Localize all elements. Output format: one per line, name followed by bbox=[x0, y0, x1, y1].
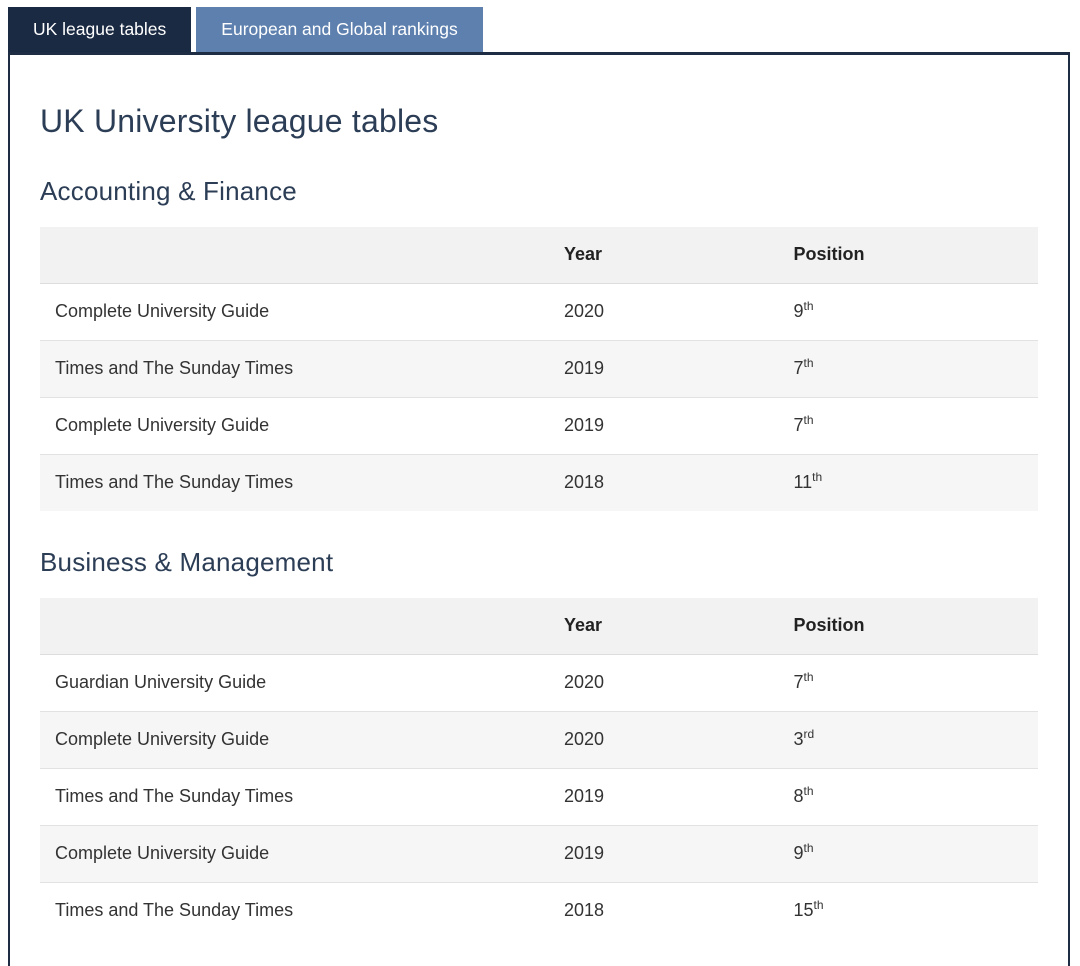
ranking-section: Business & Management Year Position Guar… bbox=[40, 547, 1038, 939]
section-heading: Business & Management bbox=[40, 547, 334, 577]
year-cell: 2020 bbox=[563, 283, 794, 341]
position-cell: 3rd bbox=[793, 711, 1038, 769]
position-value: 9 bbox=[793, 843, 804, 863]
column-header-source bbox=[40, 227, 564, 284]
position-value: 15 bbox=[793, 900, 814, 921]
position-ordinal-suffix: th bbox=[813, 898, 824, 913]
tab-bar: UK league tables European and Global ran… bbox=[0, 0, 1080, 52]
position-value: 7 bbox=[793, 672, 804, 692]
position-ordinal-suffix: th bbox=[803, 841, 814, 855]
position-cell: 9th bbox=[793, 825, 1038, 883]
tab-uk-league-tables[interactable]: UK league tables bbox=[8, 7, 192, 52]
section-heading: Accounting & Finance bbox=[40, 176, 297, 206]
table-row: Complete University Guide 2020 9th bbox=[40, 283, 1038, 341]
source-cell: Times and The Sunday Times bbox=[55, 900, 294, 921]
source-cell: Guardian University Guide bbox=[40, 654, 564, 712]
table-row: Times and The Sunday Times 2019 8th bbox=[40, 768, 1038, 826]
position-ordinal-suffix: th bbox=[803, 356, 814, 370]
position-cell: 7th bbox=[793, 654, 1038, 712]
table-row: Times and The Sunday Times 2019 7th bbox=[40, 340, 1038, 398]
position-cell: 9th bbox=[793, 283, 1038, 341]
table-row: Complete University Guide 2019 9th bbox=[40, 825, 1038, 883]
column-header-year: Year bbox=[563, 227, 794, 284]
position-value: 11 bbox=[793, 472, 813, 493]
position-value: 7 bbox=[793, 415, 804, 435]
sections-container: Accounting & Finance Year Position Compl… bbox=[40, 176, 1038, 939]
year-cell: 2019 bbox=[563, 768, 794, 826]
column-header-source bbox=[40, 598, 564, 655]
rankings-table: Year Position Complete University Guide … bbox=[40, 227, 1038, 511]
position-cell: 7th bbox=[793, 397, 1038, 455]
table-row: Guardian University Guide 2020 7th bbox=[40, 654, 1038, 712]
position-ordinal-suffix: th bbox=[803, 299, 814, 313]
position-cell: 11th bbox=[793, 454, 1038, 511]
page-title: UK University league tables bbox=[40, 103, 439, 139]
year-cell: 2020 bbox=[563, 711, 794, 769]
source-cell: Times and The Sunday Times bbox=[40, 340, 564, 398]
content-panel: UK University league tables Accounting &… bbox=[8, 52, 1070, 966]
source-cell: Complete University Guide bbox=[40, 825, 564, 883]
table-header-row: Year Position bbox=[40, 227, 1038, 284]
rankings-table: Year Position Guardian University Guide … bbox=[40, 598, 1038, 939]
position-ordinal-suffix: rd bbox=[803, 727, 815, 741]
ranking-section: Accounting & Finance Year Position Compl… bbox=[40, 176, 1038, 511]
column-header-year: Year bbox=[563, 598, 794, 655]
table-row: Times and The Sunday Times 2018 15th bbox=[40, 882, 1038, 939]
position-ordinal-suffix: th bbox=[812, 470, 823, 485]
source-cell: Complete University Guide bbox=[40, 711, 564, 769]
position-value: 9 bbox=[793, 301, 804, 321]
position-ordinal-suffix: th bbox=[803, 670, 814, 684]
year-cell: 2018 bbox=[563, 472, 604, 493]
position-cell: 7th bbox=[793, 340, 1038, 398]
year-cell: 2019 bbox=[563, 340, 794, 398]
position-cell: 15th bbox=[793, 882, 1038, 939]
year-cell: 2019 bbox=[563, 397, 794, 455]
year-cell: 2018 bbox=[563, 900, 604, 921]
position-ordinal-suffix: th bbox=[803, 413, 814, 427]
year-cell: 2020 bbox=[563, 654, 794, 712]
column-header-position: Position bbox=[793, 598, 1038, 655]
position-value: 8 bbox=[793, 786, 804, 806]
position-ordinal-suffix: th bbox=[803, 784, 814, 798]
source-cell: Complete University Guide bbox=[40, 283, 564, 341]
position-cell: 8th bbox=[793, 768, 1038, 826]
table-header-row: Year Position bbox=[40, 598, 1038, 655]
source-cell: Times and The Sunday Times bbox=[55, 472, 294, 493]
source-cell: Complete University Guide bbox=[40, 397, 564, 455]
column-header-position: Position bbox=[793, 227, 1038, 284]
source-cell: Times and The Sunday Times bbox=[40, 768, 564, 826]
position-value: 3 bbox=[793, 729, 804, 749]
position-value: 7 bbox=[793, 358, 804, 378]
year-cell: 2019 bbox=[563, 825, 794, 883]
table-row: Complete University Guide 2020 3rd bbox=[40, 711, 1038, 769]
tab-european-global-rankings[interactable]: European and Global rankings bbox=[196, 7, 483, 52]
table-row: Complete University Guide 2019 7th bbox=[40, 397, 1038, 455]
table-row: Times and The Sunday Times 2018 11th bbox=[40, 454, 1038, 511]
